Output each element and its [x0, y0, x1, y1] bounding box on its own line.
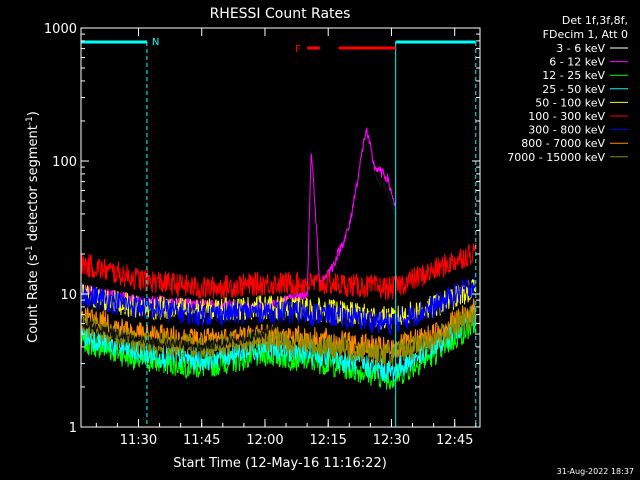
series-line-6 — [81, 273, 477, 336]
x-tick-label-4: 12:30 — [373, 433, 410, 448]
y-axis-label-sup1: -1 — [25, 245, 35, 254]
y-axis-label: Count Rate (s-1 detector segment-1) — [25, 111, 41, 343]
tick-layer: 11:30 11:45 12:00 12:15 12:30 12:45 1 10 100 1000 — [44, 22, 480, 448]
x-axis-label: Start Time (12-May-16 11:16:22) — [173, 456, 387, 471]
legend-header-2: FDecim 1, Att 0 — [543, 28, 628, 41]
legend-label-6: 300 - 800 keV — [528, 124, 605, 137]
y-axis-label-sup2: -1 — [25, 116, 35, 125]
night-label: N — [152, 37, 159, 48]
chart-title: RHESSI Count Rates — [210, 6, 351, 22]
y-tick-label-2: 100 — [52, 155, 77, 170]
legend-label-8: 7000 - 15000 keV — [507, 151, 605, 164]
x-tick-label-1: 11:45 — [183, 433, 220, 448]
legend-label-0: 3 - 6 keV — [556, 42, 605, 55]
legend-header-1: Det 1f,3f,8f, — [562, 14, 628, 27]
legend: Det 1f,3f,8f, FDecim 1, Att 0 3 - 6 keV6… — [507, 14, 628, 164]
plot-area: NF 11:30 11:45 12:00 12:15 12:30 12:451101001… — [44, 22, 481, 448]
y-axis-label-end: ) — [26, 111, 41, 116]
x-tick-label-3: 12:15 — [309, 433, 346, 448]
legend-label-1: 6 - 12 keV — [549, 56, 605, 69]
legend-label-7: 800 - 7000 keV — [521, 137, 605, 150]
series-line-5 — [81, 242, 477, 300]
y-tick-label-0: 1 — [69, 421, 77, 436]
y-axis-label-mid: detector segment — [26, 125, 41, 245]
x-tick-label-2: 12:00 — [246, 433, 283, 448]
legend-label-5: 100 - 300 keV — [528, 110, 605, 123]
y-tick-label-3: 1000 — [44, 22, 77, 37]
x-tick-label-5: 12:45 — [436, 433, 473, 448]
plot-frame — [80, 27, 481, 428]
legend-label-3: 25 - 50 keV — [542, 83, 605, 96]
timestamp: 31-Aug-2022 18:37 — [557, 467, 634, 476]
legend-label-2: 12 - 25 keV — [542, 69, 605, 82]
y-tick-label-1: 10 — [60, 288, 77, 303]
x-tick-label-0: 11:30 — [120, 433, 157, 448]
legend-label-4: 50 - 100 keV — [535, 96, 605, 109]
y-axis-label-main: Count Rate (s — [26, 254, 41, 343]
flare-label: F — [295, 44, 301, 55]
